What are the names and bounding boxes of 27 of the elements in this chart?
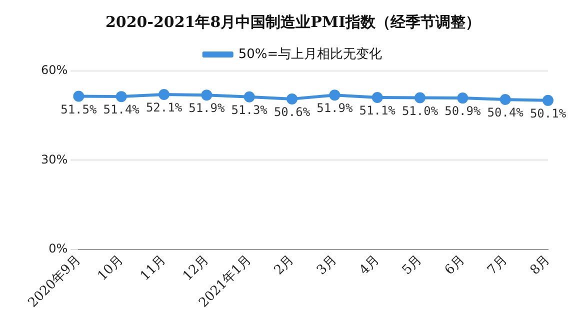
x-tick-label: 4月 xyxy=(356,252,383,278)
data-label: 51.1% xyxy=(359,104,396,118)
legend-label: 50%=与上月相比无变化 xyxy=(238,46,382,62)
x-tick-label: 10月 xyxy=(95,252,127,284)
x-tick-label: 5月 xyxy=(400,252,426,278)
x-tick-label: 12月 xyxy=(180,252,212,284)
chart-title: 2020-2021年8月中国制造业PMI指数（经季节调整） xyxy=(105,12,481,31)
x-tick-label: 3月 xyxy=(314,252,340,278)
x-tick-label: 6月 xyxy=(442,252,468,278)
x-tick-label: 2月 xyxy=(272,252,298,278)
data-label: 51.3% xyxy=(231,102,268,117)
y-tick-label: 30% xyxy=(41,152,68,166)
x-tick-label: 7月 xyxy=(484,252,511,278)
data-label: 51.9% xyxy=(188,101,226,116)
y-tick-label: 0% xyxy=(48,241,68,256)
x-tick-label: 11月 xyxy=(138,252,170,284)
data-label: 51.0% xyxy=(402,104,439,118)
data-label: 50.6% xyxy=(274,105,311,120)
x-tick-label: 8月 xyxy=(528,252,554,278)
data-label: 50.1% xyxy=(530,106,567,121)
y-tick-label: 60% xyxy=(41,63,68,78)
data-label: 51.4% xyxy=(103,102,140,117)
data-label: 51.9% xyxy=(316,101,354,116)
data-label: 51.5% xyxy=(60,102,98,116)
data-label: 50.9% xyxy=(444,104,482,118)
data-label: 52.1% xyxy=(146,100,183,115)
data-label: 50.4% xyxy=(487,106,524,120)
